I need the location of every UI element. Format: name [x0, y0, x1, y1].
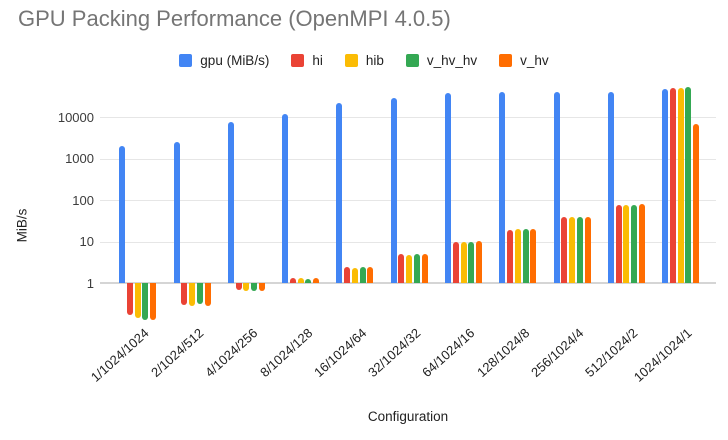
chart-title: GPU Packing Performance (OpenMPI 4.0.5) — [18, 6, 451, 31]
bar — [631, 204, 638, 283]
y-tick-label: 10 — [79, 234, 94, 250]
x-tick-label: 4/1024/256 — [202, 325, 261, 380]
legend-item: hib — [344, 52, 384, 68]
gridline — [100, 117, 716, 119]
gridline — [100, 200, 716, 202]
bar — [638, 204, 645, 283]
x-tick-label: 1024/1024/1 — [631, 325, 696, 385]
bar — [561, 217, 568, 283]
bar — [297, 278, 304, 283]
legend-swatch-icon — [291, 53, 305, 67]
bar — [134, 283, 141, 319]
bar — [445, 93, 451, 283]
bar — [623, 204, 630, 283]
legend-item: v_hv — [499, 53, 549, 68]
y-tick-label: 10000 — [57, 109, 94, 125]
bar — [460, 241, 467, 283]
bar — [413, 254, 420, 283]
bar — [367, 267, 374, 283]
bar — [553, 91, 560, 283]
legend-swatch-icon — [499, 53, 513, 67]
legend-item: hi — [291, 53, 323, 68]
bar — [421, 254, 428, 283]
legend: gpu (MiB/s) hi hib v_hv_hv v_hv — [0, 50, 728, 70]
bar — [344, 267, 351, 283]
bar — [119, 146, 126, 283]
legend-item: gpu (MiB/s) — [179, 53, 269, 68]
bar — [305, 278, 312, 283]
y-tick-label: 1 — [86, 275, 94, 291]
bar — [499, 92, 506, 283]
legend-label: v_hv_hv — [426, 52, 478, 68]
bar — [390, 97, 397, 283]
bar — [150, 283, 157, 320]
x-tick-label: 2/1024/512 — [147, 325, 207, 380]
x-tick-label: 32/1024/32 — [365, 325, 424, 380]
bar — [476, 241, 482, 283]
legend-item: v_hv_hv — [405, 52, 478, 68]
bar — [576, 216, 583, 283]
bar — [126, 283, 133, 315]
bar — [677, 88, 684, 283]
bar — [522, 229, 529, 283]
x-tick-label: 64/1024/16 — [419, 325, 478, 380]
x-tick-label: 1/1024/1024 — [88, 325, 153, 385]
x-axis-title: Configuration — [367, 409, 449, 424]
bar — [336, 103, 343, 283]
bar — [243, 283, 250, 291]
legend-label: hib — [365, 52, 384, 68]
legend-swatch-icon — [344, 53, 358, 67]
x-tick-label: 8/1024/128 — [256, 325, 315, 380]
legend-swatch-icon — [179, 53, 193, 67]
bar — [468, 241, 475, 283]
bar — [514, 229, 521, 283]
legend-swatch-icon — [405, 53, 419, 67]
bar — [181, 283, 188, 305]
y-tick-label: 1000 — [65, 151, 94, 167]
bar — [669, 87, 676, 283]
bar — [584, 216, 591, 283]
x-tick-label: 128/1024/8 — [473, 325, 533, 380]
bar — [196, 283, 203, 305]
y-axis-title: MiB/s — [14, 208, 30, 243]
bar — [507, 229, 514, 283]
bar — [693, 124, 700, 283]
bar — [452, 241, 459, 283]
bar — [615, 205, 622, 283]
gridline — [100, 282, 716, 284]
bar — [235, 283, 242, 291]
bar — [398, 254, 405, 283]
bar — [607, 92, 614, 283]
bar — [204, 283, 211, 306]
bar — [289, 277, 296, 283]
gridline — [100, 241, 716, 243]
bar — [351, 268, 358, 283]
bar — [227, 121, 234, 283]
x-tick-label: 16/1024/64 — [310, 325, 370, 380]
bar — [569, 216, 576, 283]
legend-label: hi — [312, 52, 323, 68]
bar — [258, 283, 265, 291]
bar — [685, 87, 692, 283]
gridline — [100, 158, 716, 160]
bar — [530, 229, 537, 283]
bar — [251, 283, 258, 292]
bar — [313, 278, 320, 283]
bar — [173, 142, 180, 283]
bar — [359, 267, 366, 283]
legend-label: gpu (MiB/s) — [200, 52, 270, 68]
bar — [142, 283, 149, 320]
legend-label: v_hv — [520, 52, 549, 68]
bar — [282, 114, 289, 283]
bar — [406, 254, 413, 283]
x-tick-label: 256/1024/4 — [528, 325, 587, 380]
y-tick-label: 100 — [72, 192, 94, 208]
bar — [662, 89, 669, 283]
bar — [189, 283, 195, 306]
